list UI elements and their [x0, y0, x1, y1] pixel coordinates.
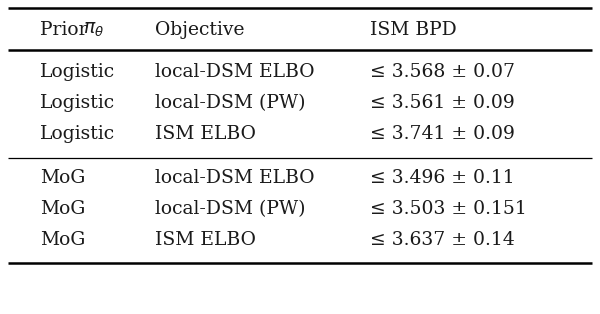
Text: MoG: MoG: [40, 200, 85, 218]
Text: MoG: MoG: [40, 169, 85, 187]
Text: MoG: MoG: [40, 231, 85, 249]
Text: local-DSM ELBO: local-DSM ELBO: [155, 169, 314, 187]
Text: ≤ 3.741 ± 0.09: ≤ 3.741 ± 0.09: [370, 125, 515, 143]
Text: Objective: Objective: [155, 21, 245, 39]
Text: local-DSM ELBO: local-DSM ELBO: [155, 63, 314, 81]
Text: ≤ 3.637 ± 0.14: ≤ 3.637 ± 0.14: [370, 231, 515, 249]
Text: ISM ELBO: ISM ELBO: [155, 125, 256, 143]
Text: Prior: Prior: [40, 21, 94, 39]
Text: ≤ 3.496 ± 0.11: ≤ 3.496 ± 0.11: [370, 169, 515, 187]
Text: Logistic: Logistic: [40, 94, 115, 112]
Text: ISM BPD: ISM BPD: [370, 21, 457, 39]
Text: ISM ELBO: ISM ELBO: [155, 231, 256, 249]
Text: ≤ 3.503 ± 0.151: ≤ 3.503 ± 0.151: [370, 200, 527, 218]
Text: ≤ 3.568 ± 0.07: ≤ 3.568 ± 0.07: [370, 63, 515, 81]
Text: $\pi_\theta$: $\pi_\theta$: [83, 21, 104, 39]
Text: ≤ 3.561 ± 0.09: ≤ 3.561 ± 0.09: [370, 94, 515, 112]
Text: Logistic: Logistic: [40, 63, 115, 81]
Text: local-DSM (PW): local-DSM (PW): [155, 94, 305, 112]
Text: local-DSM (PW): local-DSM (PW): [155, 200, 305, 218]
Text: Logistic: Logistic: [40, 125, 115, 143]
